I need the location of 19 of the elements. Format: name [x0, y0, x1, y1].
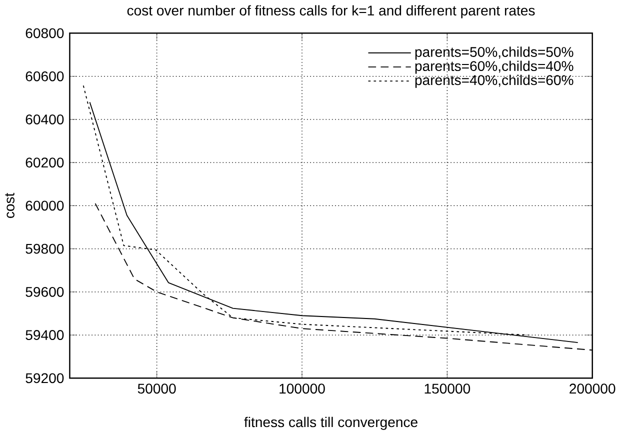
y-tick-label: 60400	[26, 114, 64, 124]
x-axis-title: fitness calls till convergence	[244, 416, 418, 430]
x-tick-label: 50000	[138, 384, 176, 394]
y-tick-label: 59200	[26, 373, 64, 384]
legend-label: parents=50%,childs=50%	[415, 46, 574, 60]
legend-label: parents=40%,childs=60%	[415, 74, 574, 88]
x-tick-label: 200000	[570, 384, 616, 394]
y-tick-label: 59800	[26, 244, 64, 254]
y-tick-label: 59400	[26, 330, 64, 340]
y-tick-label: 60000	[26, 200, 64, 211]
y-tick-label: 59600	[26, 286, 64, 297]
legend-label: parents=60%,childs=40%	[415, 60, 574, 74]
y-tick-label: 60800	[26, 28, 64, 38]
y-tick-label: 60200	[26, 158, 64, 168]
x-tick-label: 150000	[424, 384, 470, 394]
x-tick-label: 100000	[280, 384, 325, 394]
chart-title: cost over number of fitness calls for k=1 and different parent rates	[127, 5, 535, 18]
y-axis-title: cost	[5, 192, 14, 218]
y-tick-label: 60600	[26, 71, 64, 82]
